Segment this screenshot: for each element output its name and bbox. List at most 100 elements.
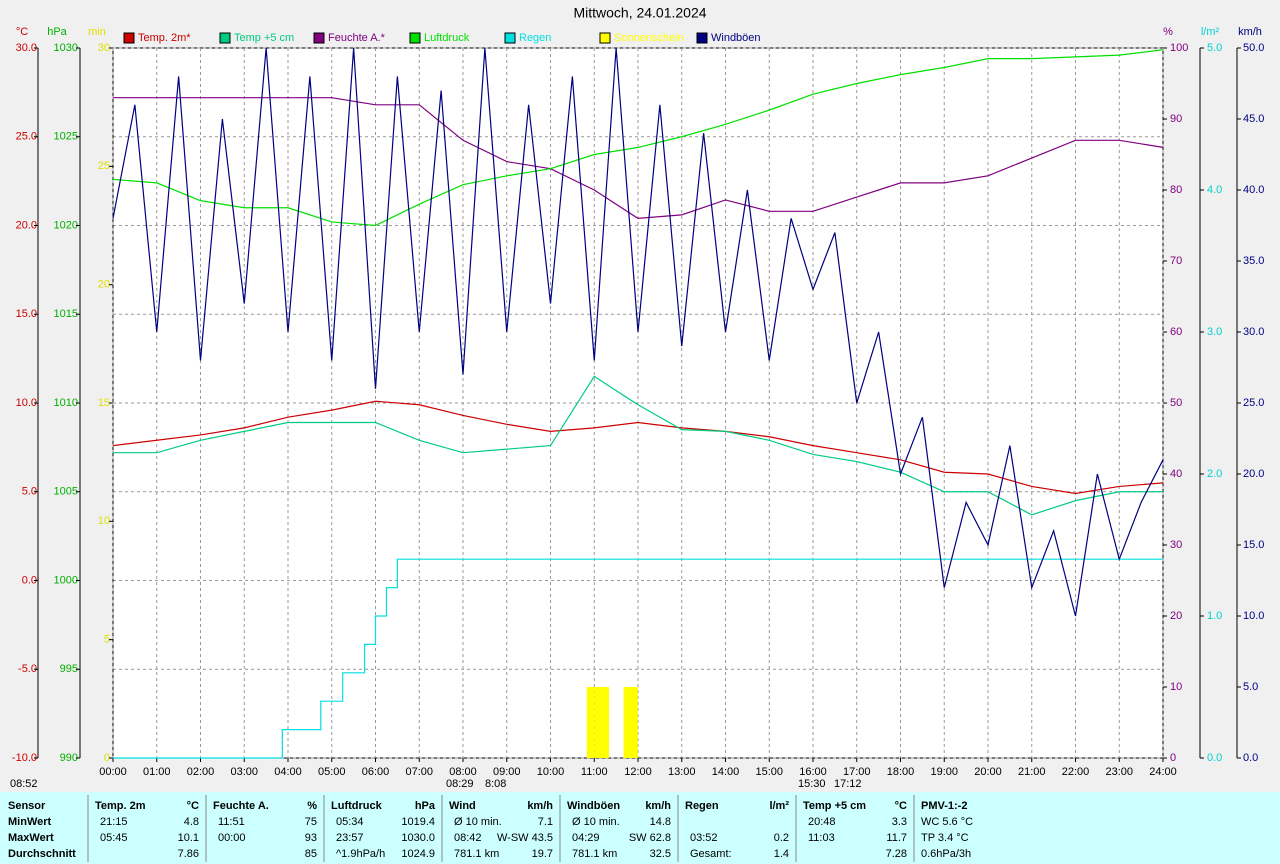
x-tick-label: 04:00 <box>274 766 302 778</box>
y-tick-label: 25.0 <box>1243 397 1264 409</box>
table-cell: 11.7 <box>886 832 907 844</box>
table-cell: 21:15 <box>100 816 128 828</box>
x-tick-label: 06:00 <box>362 766 390 778</box>
y-tick-label: 0.0 <box>1207 752 1222 764</box>
column-header: Windböen <box>567 800 620 812</box>
table-cell: 0.2 <box>774 832 789 844</box>
y-tick-label: 4.0 <box>1207 184 1222 196</box>
table-cell: 05:45 <box>100 832 128 844</box>
y-tick-label: 30 <box>1170 539 1182 551</box>
chart-title: Mittwoch, 24.01.2024 <box>573 5 706 21</box>
table-cell: Gesamt: <box>690 848 732 860</box>
table-cell: 10.1 <box>178 832 199 844</box>
y-tick-label: 5.0 <box>22 486 37 498</box>
table-cell: 93 <box>305 832 317 844</box>
table-cell: 00:00 <box>218 832 246 844</box>
stats-table: Sensor MinWert MaxWert Durchschnitt Temp. 2m… <box>8 795 973 862</box>
axis-unit: min <box>88 26 106 38</box>
legend-label: Windböen <box>711 32 761 44</box>
y-tick-label: 15 <box>98 397 110 409</box>
x-tick-label: 05:00 <box>318 766 346 778</box>
table-cell: Ø 10 min. <box>572 816 620 828</box>
y-tick-label: 80 <box>1170 184 1182 196</box>
table-cell: 3.3 <box>892 816 907 828</box>
legend-swatch <box>696 32 708 44</box>
legend-label: Sonnenschein <box>614 32 684 44</box>
y-tick-label: -10.0 <box>12 752 37 764</box>
y-tick-label: 0 <box>104 752 110 764</box>
y-tick-label: 1025 <box>54 131 78 143</box>
x-tick-label: 20:00 <box>974 766 1002 778</box>
y-tick-label: 20 <box>98 279 110 291</box>
y-tick-label: 990 <box>60 752 78 764</box>
y-tick-label: 10 <box>98 515 110 527</box>
column-unit: km/h <box>645 800 671 812</box>
y-tick-label: 1020 <box>54 219 78 231</box>
legend-label: Regen <box>519 32 551 44</box>
column-unit: °C <box>895 800 907 812</box>
y-tick-label: 15.0 <box>16 308 37 320</box>
column-unit: l/m² <box>769 800 789 812</box>
y-tick-label: 5.0 <box>1207 42 1222 54</box>
table-cell: 75 <box>305 816 317 828</box>
column-header: Regen <box>685 800 719 812</box>
x-tick-label: 23:00 <box>1105 766 1133 778</box>
y-tick-label: 0.0 <box>22 574 37 586</box>
y-tick-label: 20.0 <box>16 219 37 231</box>
table-cell: 0.6hPa/3h <box>921 848 971 860</box>
series-line <box>113 375 1163 516</box>
column-header: Luftdruck <box>331 800 383 812</box>
bar <box>594 687 602 758</box>
table-cell: 4.8 <box>184 816 199 828</box>
x-tick-label: 15:00 <box>755 766 783 778</box>
y-tick-label: 40 <box>1170 468 1182 480</box>
astro-label: 08:29 <box>446 778 474 790</box>
table-cell: 11:03 <box>808 832 835 844</box>
axis-unit: km/h <box>1238 26 1262 38</box>
legend-swatch <box>123 32 135 44</box>
series-line <box>112 49 1164 227</box>
x-tick-label: 12:00 <box>624 766 652 778</box>
axis-unit: hPa <box>47 26 67 38</box>
x-tick-label: 00:00 <box>99 766 127 778</box>
y-tick-label: 15.0 <box>1243 539 1264 551</box>
x-tick-label: 18:00 <box>887 766 915 778</box>
legend-label: Temp +5 cm <box>234 32 294 44</box>
x-tick-label: 16:00 <box>799 766 827 778</box>
table-cell: 08:42 <box>454 832 482 844</box>
astro-label: 08:52 <box>10 778 38 790</box>
legend-swatch <box>409 32 421 44</box>
x-tick-label: 22:00 <box>1062 766 1090 778</box>
column-unit: km/h <box>527 800 553 812</box>
column-header: Sensor <box>8 800 46 812</box>
y-tick-label: 70 <box>1170 255 1182 267</box>
y-tick-label: 60 <box>1170 326 1182 338</box>
y-tick-label: 3.0 <box>1207 326 1222 338</box>
y-tick-label: 40.0 <box>1243 184 1264 196</box>
y-tick-label: 2.0 <box>1207 468 1222 480</box>
x-tick-label: 17:00 <box>843 766 871 778</box>
legend-swatch <box>599 32 611 44</box>
bar <box>601 687 609 758</box>
column-unit: hPa <box>415 800 436 812</box>
x-tick-label: 01:00 <box>143 766 171 778</box>
column-header: Temp. 2m <box>95 800 146 812</box>
x-tick-label: 24:00 <box>1149 766 1177 778</box>
x-tick-label: 07:00 <box>405 766 433 778</box>
table-cell: 7.86 <box>178 848 199 860</box>
y-tick-label: 10.0 <box>1243 610 1264 622</box>
y-tick-label: 45.0 <box>1243 113 1264 125</box>
table-cell: 7.1 <box>538 816 553 828</box>
y-tick-label: 1000 <box>54 574 78 586</box>
legend-swatch <box>219 32 231 44</box>
y-tick-label: 50 <box>1170 397 1182 409</box>
column-header: Wind <box>449 800 476 812</box>
table-cell: 1019.4 <box>401 816 435 828</box>
y-tick-label: 35.0 <box>1243 255 1264 267</box>
x-tick-label: 02:00 <box>187 766 215 778</box>
row-label: Durchschnitt <box>8 848 76 860</box>
table-cell: 03:52 <box>690 832 718 844</box>
legend-swatch <box>313 32 325 44</box>
y-tick-label: 50.0 <box>1243 42 1264 54</box>
